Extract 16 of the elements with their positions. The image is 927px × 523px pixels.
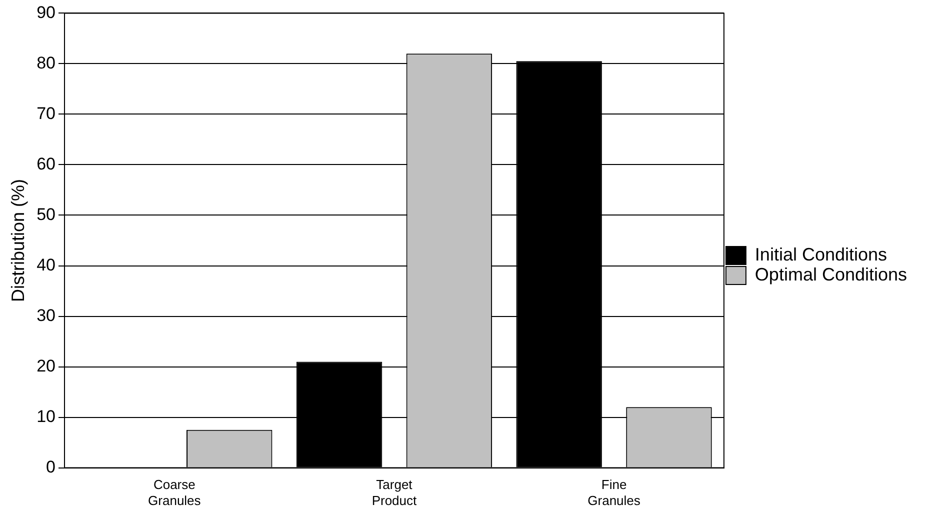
y-tick-label: 80 — [36, 53, 56, 72]
y-tick-label: 40 — [36, 255, 56, 274]
x-tick-label: Target Product — [372, 477, 418, 508]
y-tick-label: 70 — [36, 104, 56, 123]
legend-label: Optimal Conditions — [754, 264, 908, 284]
y-axis-title: Distribution (%) — [8, 178, 28, 302]
y-tick-label: 0 — [46, 457, 56, 476]
y-tick-label: 50 — [36, 204, 56, 224]
y-tick-label: 20 — [36, 356, 56, 376]
y-tick-label: 90 — [36, 2, 56, 22]
x-tick-label: Fine Granules — [588, 477, 641, 508]
y-tick-label: 60 — [36, 154, 56, 174]
y-tick-label: 30 — [36, 306, 56, 325]
x-tick-label: Coarse Granules — [148, 477, 202, 508]
y-tick-label: 10 — [36, 406, 56, 426]
legend-label: Initial Conditions — [754, 244, 888, 264]
